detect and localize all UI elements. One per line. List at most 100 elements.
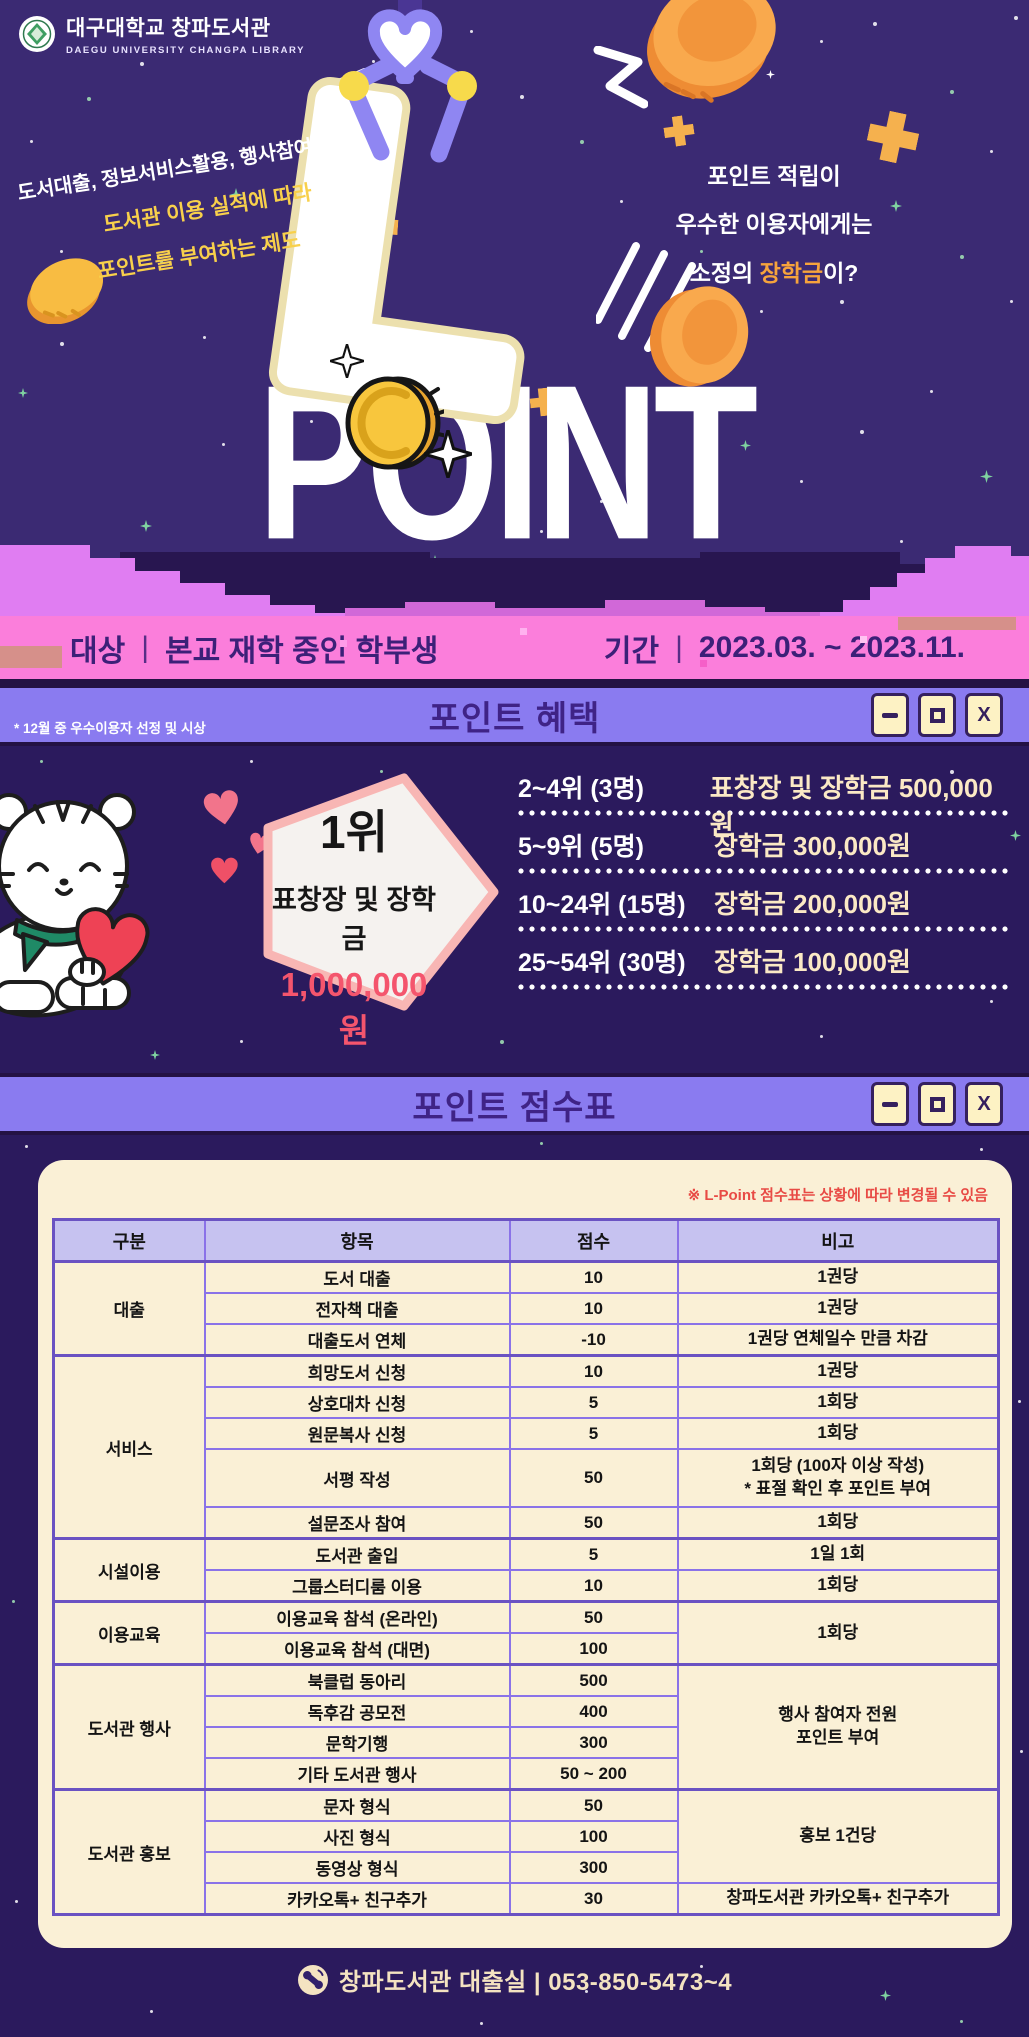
pixel-hills-middle [345, 600, 820, 616]
ranking-rank: 25~54위 (30명) [518, 949, 686, 977]
footer-contact: 창파도서관 대출실 | 053-850-5473~4 [338, 1969, 733, 1996]
tiger-mascot [0, 793, 150, 1018]
column-header: 점수 [508, 1218, 679, 1263]
column-header: 항목 [203, 1218, 511, 1263]
note-cell: 1회당 [676, 1386, 1000, 1419]
tagline-right-line1: 포인트 적립이 [707, 163, 841, 189]
score-row: 대출 도서 대출 10 1권당 [52, 1260, 1000, 1357]
item-cell: 이용교육 참석 (온라인) [203, 1600, 511, 1634]
item-cell: 설문조사 참여 [203, 1506, 511, 1540]
score-cell: 50 [508, 1600, 679, 1634]
first-place-rank: 1위 [320, 806, 388, 858]
window-controls: X [871, 1082, 1003, 1126]
score-row: 도서관 홍보 문자 형식 50 홍보 1건당 [52, 1788, 1000, 1916]
period-label: 기간 [603, 634, 660, 668]
info-bar: 대상 | 본교 재학 중인 학부생 기간 | 2023.03. ~ 2023.1… [0, 616, 1029, 684]
maximize-button[interactable] [918, 1082, 956, 1126]
item-cell: 희망도서 신청 [203, 1354, 511, 1388]
score-row: 그룹스터디룸 이용 10 1회당 [54, 1569, 1000, 1603]
score-row: 사진 형식 100 [54, 1820, 999, 1853]
maximize-icon [929, 707, 945, 723]
item-cell: 사진 형식 [203, 1820, 511, 1853]
target-group: 대상 | 본교 재학 중인 학부생 [70, 626, 438, 670]
coin-icon [649, 286, 749, 387]
ranking-prize: 장학금 300,000원 [714, 831, 911, 861]
score-row: 설문조사 참여 50 1회당 [54, 1506, 1000, 1540]
score-row: 시설이용 도서관 출입 5 1일 1회 [52, 1537, 1000, 1603]
benefits-title: 포인트 혜택 [428, 699, 601, 738]
score-cell: 100 [508, 1632, 679, 1666]
sparkle-icon [330, 344, 364, 378]
minimize-button[interactable] [871, 1082, 909, 1126]
item-cell: 대출도서 연체 [203, 1323, 511, 1357]
minimize-button[interactable] [871, 693, 909, 737]
tagline-right-line2: 우수한 이용자에게는 [675, 211, 873, 238]
score-row: 문학기행 300 [54, 1726, 999, 1759]
note-cell: 1권당 [676, 1292, 1000, 1325]
dotted-divider [518, 984, 1010, 990]
rankings-list: 2~4위 (3명) 표창장 및 장학금 500,000원 5~9위 (5명) 장학금 … [518, 760, 1010, 1000]
item-cell: 카카오톡+ 친구추가 [203, 1882, 511, 1916]
ranking-row: 25~54위 (30명) 장학금 100,000원 [518, 942, 1010, 977]
logo-title: 대구대학교 창파도서관 [66, 17, 271, 40]
score-row: 동영상 형식 300 [54, 1851, 999, 1884]
hearts-icon [203, 790, 272, 884]
maximize-button[interactable] [918, 693, 956, 737]
score-cell: 50 [508, 1506, 679, 1540]
ranking-prize: 표창장 및 장학금 500,000원 [709, 773, 993, 840]
ranking-row: 2~4위 (3명) 표창장 및 장학금 500,000원 [518, 768, 1010, 840]
divider: | [675, 630, 683, 664]
score-cell: 5 [508, 1537, 679, 1571]
score-table-note: ※ L-Point 점수표는 상황에 따라 변경될 수 있음 [687, 1187, 988, 1204]
scholarship-highlight: 장학금 [759, 259, 824, 286]
logo-subtitle: DAEGU UNIVERSITY CHANGPA LIBRARY [66, 45, 306, 56]
coin-icon [647, 0, 776, 103]
close-icon: X [977, 704, 991, 726]
item-cell: 문학기행 [203, 1726, 511, 1759]
item-cell: 원문복사 신청 [203, 1417, 511, 1450]
claw-machine-icon [339, 0, 477, 163]
confetti-pixel [520, 628, 527, 635]
close-button[interactable]: X [965, 693, 1003, 737]
note-cell: 1권당 [676, 1260, 1000, 1294]
score-row: 이용교육 이용교육 참석 (온라인) 50 1회당 [52, 1600, 1000, 1666]
target-label: 대상 [70, 634, 126, 668]
score-cell: 10 [508, 1260, 679, 1294]
note-cell: 1회당 (100자 이상 작성) * 표절 확인 후 포인트 부여 [676, 1448, 1000, 1508]
ranking-row: 5~9위 (5명) 장학금 300,000원 [518, 826, 1010, 861]
item-cell: 북클럽 동아리 [203, 1663, 511, 1697]
note-cell: 1회당 [676, 1600, 1000, 1666]
score-cell: -10 [508, 1323, 679, 1357]
item-cell: 상호대차 신청 [203, 1386, 511, 1419]
close-button[interactable]: X [965, 1082, 1003, 1126]
dotted-divider [518, 810, 1010, 816]
ranking-row: 10~24위 (15명) 장학금 200,000원 [518, 884, 1010, 919]
minimize-icon [882, 1101, 898, 1107]
dotted-divider [518, 868, 1010, 874]
score-cell: 400 [508, 1695, 679, 1728]
score-row: 원문복사 신청 5 1회당 [54, 1417, 1000, 1450]
note-cell: 1회당 [676, 1569, 1000, 1603]
item-cell: 기타 도서관 행사 [203, 1757, 511, 1791]
ranking-rank: 2~4위 (3명) [518, 775, 644, 803]
score-cell: 50 [508, 1788, 679, 1822]
score-row: 상호대차 신청 5 1회당 [54, 1386, 1000, 1419]
university-emblem-icon [19, 16, 55, 52]
score-row: 대출도서 연체 -10 1권당 연체일수 만큼 차감 [54, 1323, 1000, 1357]
texture-patch [898, 617, 1016, 630]
note-cell: 창파도서관 카카오톡+ 친구추가 [676, 1882, 1000, 1916]
score-cell: 10 [508, 1292, 679, 1325]
score-row: 서평 작성 50 1회당 (100자 이상 작성) * 표절 확인 후 포인트 부여 [54, 1448, 1000, 1508]
category-cell: 도서관 홍보 [52, 1788, 206, 1916]
score-table-title: 포인트 점수표 [412, 1088, 617, 1127]
note-cell: 1일 1회 [676, 1537, 1000, 1571]
item-cell: 도서 대출 [203, 1260, 511, 1294]
first-place-info: 1위 표창장 및 장학금 1,000,000원 [268, 796, 440, 1052]
column-header: 비고 [676, 1218, 1000, 1263]
note-cell: 1권당 [676, 1354, 1000, 1388]
phone-icon [297, 1964, 328, 1995]
score-table: 구분 항목 점수 비고 대출 도서 대출 10 1권당 전자책 대출 10 1권당 대출도서 연체 -… [52, 1218, 1000, 1916]
score-table-panel: ※ L-Point 점수표는 상황에 따라 변경될 수 있음 구분 항목 점수 비고 … [38, 1160, 1012, 1948]
close-icon: X [977, 1093, 991, 1115]
category-cell: 대출 [52, 1260, 206, 1357]
